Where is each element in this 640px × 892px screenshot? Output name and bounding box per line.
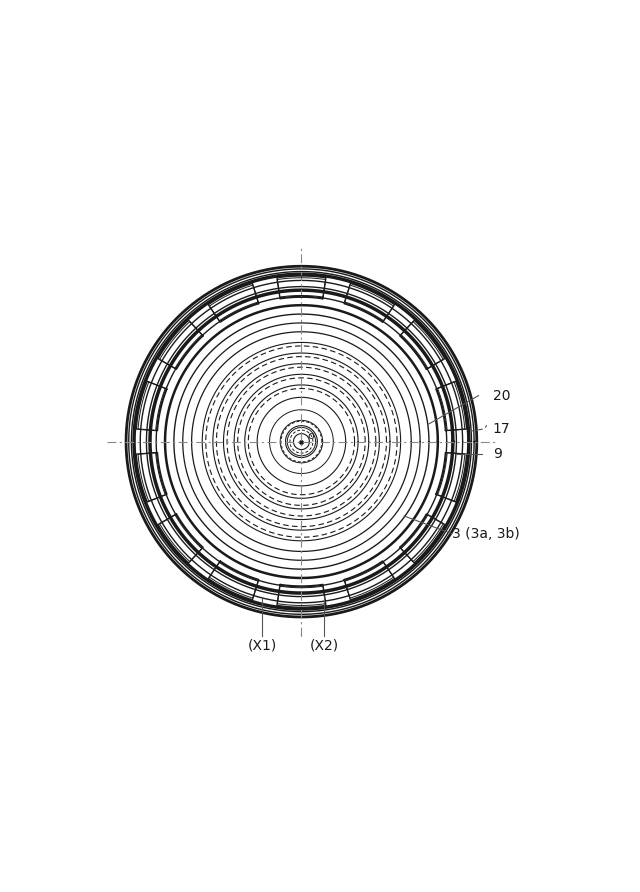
- Text: (X1): (X1): [248, 639, 277, 652]
- Text: (X2): (X2): [310, 639, 339, 652]
- Text: 3 (3a, 3b): 3 (3a, 3b): [452, 526, 520, 541]
- Text: o: o: [308, 432, 314, 442]
- Text: 17: 17: [493, 422, 510, 436]
- Text: 20: 20: [493, 389, 510, 402]
- Text: 9: 9: [493, 447, 502, 461]
